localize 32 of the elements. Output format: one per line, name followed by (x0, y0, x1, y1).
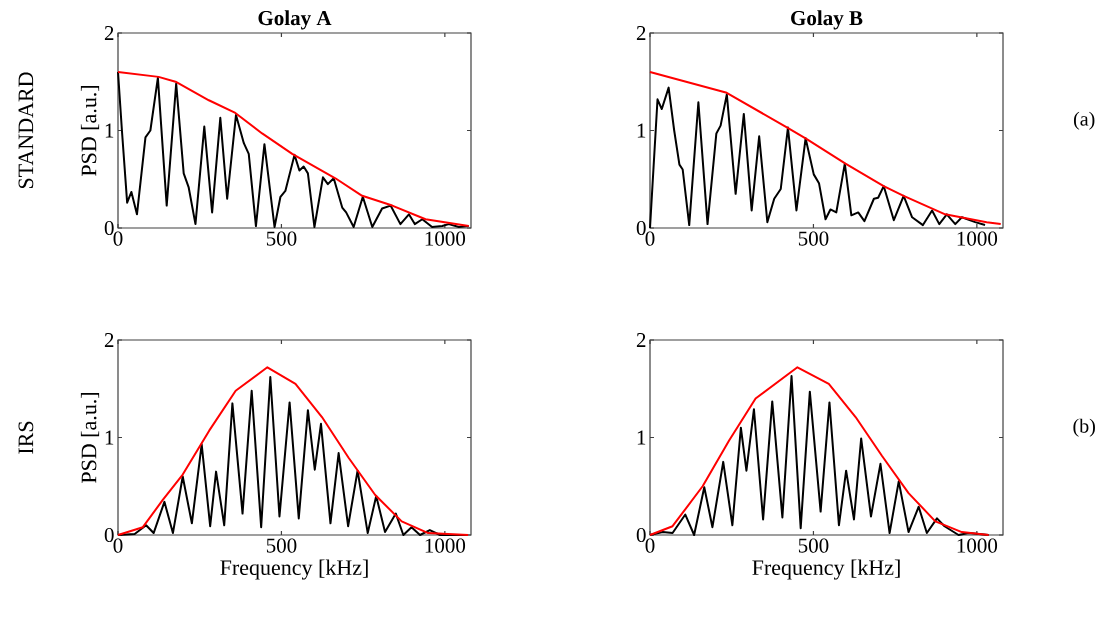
y-tick-label: 2 (104, 333, 114, 347)
text: STANDARD (18, 72, 34, 189)
y-axis-title: PSD [a.u.] (80, 393, 100, 484)
text: (a) (1073, 111, 1095, 130)
y-tick-label: 2 (104, 26, 114, 40)
y-tick-label: 2 (636, 26, 646, 40)
y-tick-label: 1 (105, 123, 114, 138)
text: (b) (1073, 418, 1095, 437)
x-tick-label: 1000 (957, 231, 998, 246)
x-tick-label: 1000 (957, 538, 998, 553)
x-axis-title: Frequency [kHz] (752, 559, 900, 580)
x-axis-title: Frequency [kHz] (220, 559, 368, 580)
y-tick-label: 1 (637, 430, 646, 445)
y-tick-label: 1 (637, 123, 646, 138)
x-tick-label: 1000 (425, 231, 466, 246)
x-tick-label: 500 (798, 231, 829, 246)
y-tick-label: 0 (104, 527, 114, 543)
x-tick-label: 500 (266, 538, 297, 553)
y-tick-label: 0 (636, 220, 646, 236)
line-series (649, 71, 1002, 226)
y-axis-title: PSD [a.u.] (80, 86, 100, 177)
y-tick-label: 1 (105, 430, 114, 445)
y-tick-label: 2 (636, 333, 646, 347)
line-series (649, 86, 987, 229)
chart-title: Golay B (791, 10, 863, 30)
y-tick-label: 0 (636, 527, 646, 543)
x-tick-label: 500 (798, 538, 829, 553)
x-tick-label: 1000 (425, 538, 466, 553)
chart-title: Golay A (258, 10, 332, 30)
y-tick-label: 0 (104, 220, 114, 236)
text: IRS (18, 421, 34, 454)
x-tick-label: 500 (266, 231, 297, 246)
